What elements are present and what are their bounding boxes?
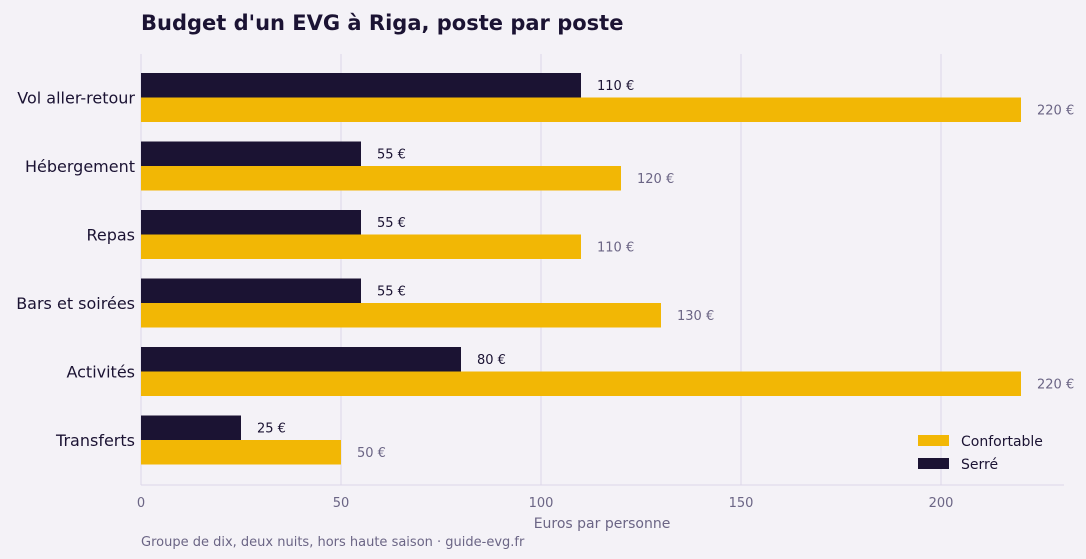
legend: Confortable Serré — [918, 434, 1043, 473]
bars — [141, 73, 1021, 465]
x-tick-label: 0 — [137, 496, 145, 511]
value-label-serre: 80 € — [477, 353, 506, 368]
bar-confortable — [141, 303, 661, 328]
bar-confortable — [141, 97, 1021, 122]
category-label: Repas — [86, 226, 135, 245]
x-tick-label: 200 — [929, 496, 954, 511]
legend-swatch — [918, 435, 949, 446]
grid-lines — [140, 54, 942, 485]
value-label-serre: 55 € — [377, 284, 406, 299]
category-label: Vol aller-retour — [17, 89, 135, 108]
bar-confortable — [141, 440, 341, 465]
x-tick-label: 150 — [729, 496, 754, 511]
value-label-confortable: 110 € — [597, 240, 634, 255]
value-label-confortable: 220 € — [1037, 377, 1074, 392]
value-label-serre: 25 € — [257, 421, 286, 436]
value-label-serre: 55 € — [377, 216, 406, 231]
bar-serre — [141, 415, 241, 440]
value-label-confortable: 50 € — [357, 446, 386, 461]
bar-serre — [141, 347, 461, 372]
category-label: Activités — [66, 363, 135, 382]
category-label: Bars et soirées — [16, 294, 135, 313]
legend-swatch — [918, 458, 949, 469]
value-label-confortable: 130 € — [677, 309, 714, 324]
bar-serre — [141, 141, 361, 166]
value-label-serre: 55 € — [377, 147, 406, 162]
value-label-confortable: 120 € — [637, 172, 674, 187]
value-label-confortable: 220 € — [1037, 103, 1074, 118]
bar-serre — [141, 73, 581, 98]
x-tick-label: 100 — [529, 496, 554, 511]
chart-title: Budget d'un EVG à Riga, poste par poste — [141, 11, 623, 35]
legend-label: Confortable — [961, 434, 1043, 450]
bar-confortable — [141, 234, 581, 259]
x-tick-label: 50 — [333, 496, 350, 511]
bar-serre — [141, 278, 361, 303]
value-label-serre: 110 € — [597, 79, 634, 94]
category-label: Transferts — [55, 431, 135, 450]
x-tick-labels: 0 50 100 150 200 — [137, 496, 954, 511]
category-label: Hébergement — [25, 157, 135, 176]
x-axis-title: Euros par personne — [534, 516, 671, 532]
value-labels: 110 € 220 € 55 € 120 € 55 € 110 € 55 € 130 € 80 … — [257, 79, 1074, 461]
bar-confortable — [141, 371, 1021, 396]
legend-label: Serré — [961, 457, 998, 473]
footnote: Groupe de dix, deux nuits, hors haute sa… — [141, 535, 525, 550]
bar-serre — [141, 210, 361, 235]
category-labels: Vol aller-retour Hébergement Repas Bars et … — [16, 89, 135, 451]
bar-confortable — [141, 166, 621, 191]
